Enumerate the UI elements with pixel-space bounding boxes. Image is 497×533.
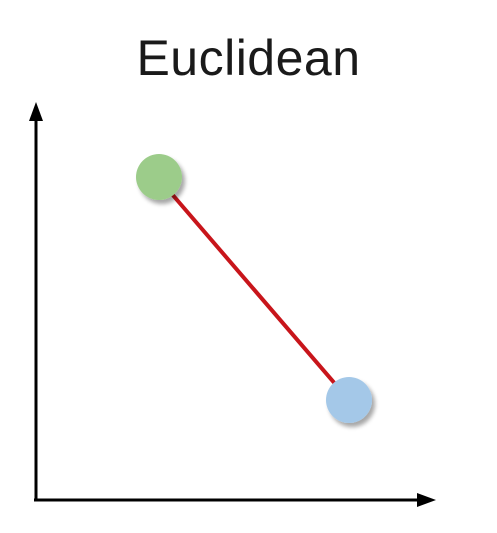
diagram-title: Euclidean bbox=[136, 30, 361, 86]
y-axis bbox=[29, 102, 43, 500]
green-point bbox=[136, 154, 182, 200]
x-axis bbox=[34, 493, 436, 507]
x-axis-arrowhead bbox=[417, 493, 436, 507]
euclidean-distance-line bbox=[157, 177, 351, 402]
blue-point bbox=[326, 377, 372, 423]
y-axis-arrowhead bbox=[29, 102, 43, 121]
